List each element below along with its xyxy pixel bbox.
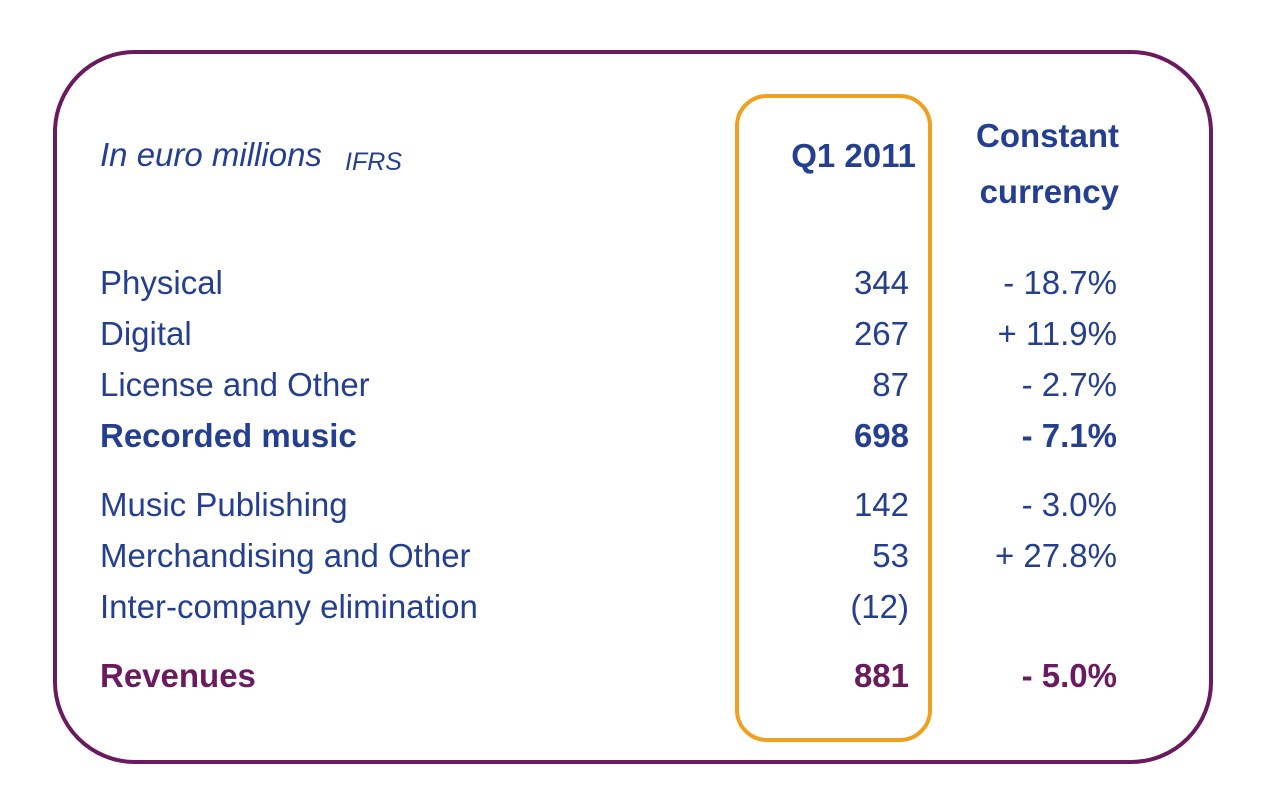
row-change: - 3.0% xyxy=(1021,486,1117,523)
row-label: Recorded music xyxy=(100,417,357,454)
table-row-music-publishing: Music Publishing 142 - 3.0% xyxy=(0,486,1269,530)
row-label: Revenues xyxy=(100,657,256,694)
change-header-line2: currency xyxy=(979,173,1119,210)
row-value: 881 xyxy=(853,657,909,694)
row-label: Music Publishing xyxy=(100,486,348,523)
row-value: 53 xyxy=(872,537,909,574)
row-change: - 7.1% xyxy=(1021,417,1117,454)
table-row-inter-company: Inter-company elimination (12) xyxy=(0,588,1269,632)
table-row-recorded-music: Recorded music 698 - 7.1% xyxy=(0,417,1269,461)
change-header-line1: Constant xyxy=(976,117,1119,154)
table-row-digital: Digital 267 + 11.9% xyxy=(0,315,1269,359)
row-label: Physical xyxy=(100,264,223,301)
row-change: - 5.0% xyxy=(1021,657,1117,694)
row-value: (12) xyxy=(850,588,909,625)
row-label: Inter-company elimination xyxy=(100,588,478,625)
period-column-header: Q1 2011 xyxy=(791,137,916,174)
table-row-license: License and Other 87 - 2.7% xyxy=(0,366,1269,410)
row-label: Merchandising and Other xyxy=(100,537,471,574)
row-change: + 27.8% xyxy=(994,537,1117,574)
row-change: - 18.7% xyxy=(1003,264,1117,301)
row-label: Digital xyxy=(100,315,192,352)
row-value: 344 xyxy=(853,264,909,301)
row-value: 87 xyxy=(872,366,909,403)
table-row-revenues: Revenues 881 - 5.0% xyxy=(0,657,1269,701)
row-value: 698 xyxy=(853,417,909,454)
units-label: In euro millions xyxy=(100,136,322,173)
row-change: + 11.9% xyxy=(997,315,1117,352)
accounting-standard-label: IFRS xyxy=(345,148,402,176)
table-row-merchandising: Merchandising and Other 53 + 27.8% xyxy=(0,537,1269,581)
row-value: 142 xyxy=(853,486,909,523)
row-value: 267 xyxy=(853,315,909,352)
row-change: - 2.7% xyxy=(1021,366,1117,403)
row-label: License and Other xyxy=(100,366,370,403)
table-row-physical: Physical 344 - 18.7% xyxy=(0,264,1269,308)
table-frame xyxy=(53,50,1213,764)
period-column-highlight xyxy=(735,94,932,742)
change-column-header: Constant currency xyxy=(976,108,1119,220)
